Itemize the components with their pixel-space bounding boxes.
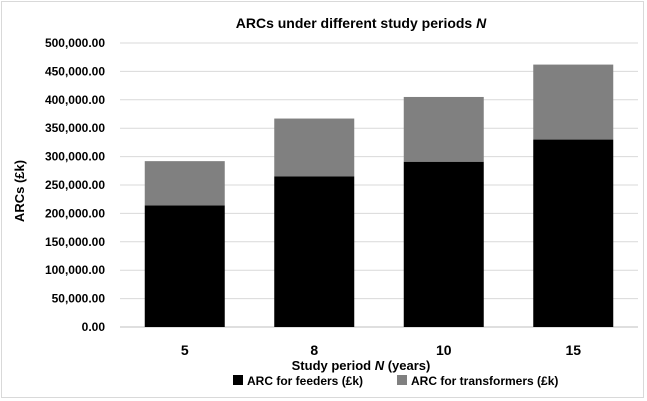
x-tick-label: 5 <box>181 342 189 358</box>
y-tick-label: 350,000.00 <box>45 121 105 135</box>
x-tick-label: 8 <box>310 342 318 358</box>
bar-feeders <box>533 139 614 327</box>
y-tick-label: 450,000.00 <box>45 64 105 78</box>
y-tick-label: 100,000.00 <box>45 263 105 277</box>
bar-transformers <box>144 161 225 206</box>
y-tick-label: 300,000.00 <box>45 150 105 164</box>
y-tick-label: 150,000.00 <box>45 235 105 249</box>
x-tick-label: 15 <box>565 342 581 358</box>
chart-title-variable: N <box>476 15 487 31</box>
bar-feeders <box>144 205 225 327</box>
y-axis-ticks: 0.00 50,000.00 100,000.00 150,000.00 200,000… <box>45 36 105 334</box>
bar-transformers <box>403 96 484 162</box>
y-tick-label: 250,000.00 <box>45 178 105 192</box>
x-tick-label: 10 <box>436 342 452 358</box>
bar-transformers <box>274 118 355 177</box>
legend-swatch-transformers <box>397 375 407 385</box>
y-tick-label: 500,000.00 <box>45 36 105 50</box>
y-tick-label: 400,000.00 <box>45 93 105 107</box>
x-axis-label-variable: N <box>375 358 385 373</box>
bar-feeders <box>403 161 484 327</box>
chart-title: ARCs under different study periods N <box>236 15 487 31</box>
bar-feeders <box>274 176 355 327</box>
y-axis-label: ARCs (£k) <box>12 160 27 222</box>
y-tick-label: 50,000.00 <box>52 292 106 306</box>
bar-transformers <box>533 64 614 140</box>
bars <box>144 64 614 327</box>
x-axis-label: Study period N (years) <box>292 358 431 373</box>
x-axis-label-post: (years) <box>384 358 430 373</box>
legend-swatch-feeders <box>233 375 243 385</box>
x-axis-label-pre: Study period <box>292 358 375 373</box>
legend: ARC for feeders (£k) ARC for transformer… <box>233 374 558 388</box>
x-axis-ticks: 5 8 10 15 <box>181 342 581 358</box>
chart-title-main: ARCs under different study periods <box>236 15 476 31</box>
y-tick-label: 0.00 <box>82 320 106 334</box>
legend-label-feeders: ARC for feeders (£k) <box>247 374 363 388</box>
y-tick-label: 200,000.00 <box>45 206 105 220</box>
legend-label-transformers: ARC for transformers (£k) <box>411 374 558 388</box>
